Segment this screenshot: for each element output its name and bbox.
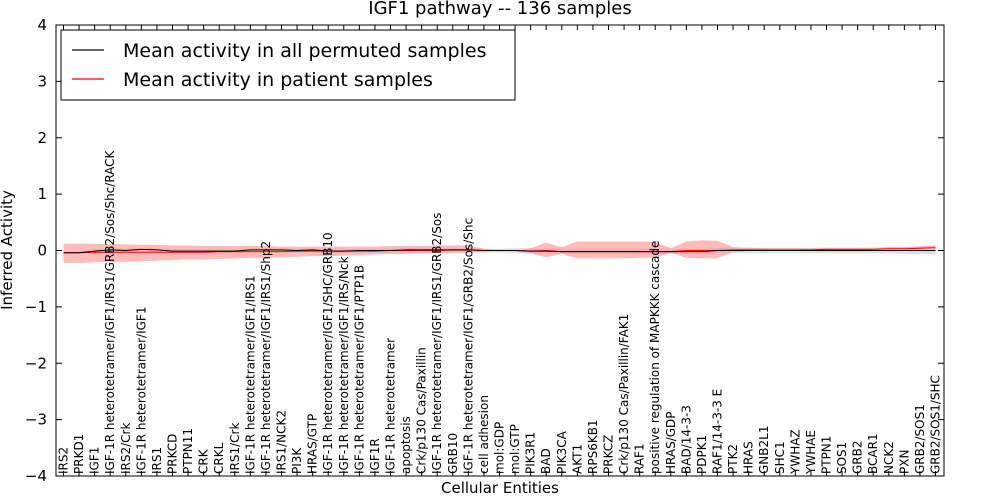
x-category-label: IRS1 <box>150 447 164 474</box>
x-category-label: Crk/p130 Cas/Paxillin <box>415 347 429 474</box>
x-category-label: IGF-1R heterotetramer/IGF1/IRS1 <box>243 275 257 474</box>
series-lines <box>63 247 936 254</box>
x-category-label: IRS1/NCK2 <box>275 410 289 474</box>
y-tick-label: −2 <box>25 354 47 372</box>
x-category-label: IGF1R <box>368 438 382 474</box>
x-category-label: PIK3CA <box>555 430 569 474</box>
x-category-label: BAD/14-3-3 <box>679 405 693 474</box>
x-category-label: PI3K <box>290 447 304 474</box>
x-category-label: PTK2 <box>726 444 740 474</box>
x-category-label: RPS6KB1 <box>586 419 600 474</box>
x-axis-title: Cellular Entities <box>441 479 559 497</box>
x-category-label: IGF-1R heterotetramer/IGF1/IRS/Nck <box>337 256 351 474</box>
x-category-label: YWHAZ <box>788 429 802 475</box>
band-patient <box>63 240 936 263</box>
x-category-label: RAF1/14-3-3 E <box>711 389 725 474</box>
x-category-label: IGF-1R heterotetramer/IGF1/SHC/GRB10 <box>321 232 335 474</box>
x-category-label: IGF-1R heterotetramer/IGF1/IRS1/Shp2 <box>259 241 273 474</box>
x-category-label: apoptosis <box>399 416 413 474</box>
x-category-label: PTPN1 <box>820 436 834 474</box>
legend: Mean activity in all permuted samples Me… <box>60 29 516 101</box>
x-category-label: mol:GDP <box>493 422 507 474</box>
x-category-label: PXN <box>897 450 911 474</box>
legend-box <box>60 29 516 101</box>
x-category-label: IGF-1R heterotetramer/IGF1/GRB2/Sos/Shc <box>461 218 475 474</box>
chart-title: IGF1 pathway -- 136 samples <box>368 0 631 19</box>
x-category-label: CRK <box>197 448 211 474</box>
x-category-label: BAD <box>539 448 553 474</box>
x-category-label: PIK3R1 <box>524 432 538 474</box>
x-category-label: Crk/p130 Cas/Paxillin/FAK1 <box>617 314 631 474</box>
x-category-label: GNB2L1 <box>757 426 771 474</box>
x-category-label: PRKCD <box>166 434 180 474</box>
x-axis: IRS2 PRKD1 IGF1 IGF-1R heterotetramer/IGF1/… <box>57 25 943 476</box>
y-axis-title: Inferred Activity <box>0 190 16 310</box>
x-category-label: GRB2/SOS1 <box>913 404 927 474</box>
x-category-label: IGF1 <box>88 447 102 474</box>
y-tick-label: 2 <box>37 129 47 147</box>
y-axis: −4 −3 −2 −1 0 1 2 3 4 <box>25 16 944 485</box>
y-tick-label: −1 <box>25 298 47 316</box>
x-category-label: PTPN11 <box>181 428 195 474</box>
x-category-label: BCAR1 <box>866 433 880 474</box>
x-category-label: HRAS <box>742 441 756 474</box>
legend-label-patient: Mean activity in patient samples <box>123 69 433 91</box>
y-tick-label: −3 <box>25 411 47 429</box>
x-category-label: PDPK1 <box>695 435 709 474</box>
x-category-label: mol:GTP <box>508 424 522 474</box>
x-category-label: IRS2 <box>57 447 71 474</box>
x-category-label: GRB2/SOS1/SHC <box>929 375 943 474</box>
x-category-label: HRAS/GTP <box>306 414 320 474</box>
x-category-label: GRB10 <box>446 433 460 474</box>
x-category-label: IRS2/Crk <box>119 423 133 474</box>
y-tick-label: 1 <box>37 185 47 203</box>
x-category-label: IGF-1R heterotetramer/IGF1/IRS1/GRB2/Sos… <box>103 149 117 474</box>
x-category-label: SOS1 <box>835 442 849 474</box>
x-category-label: cell adhesion <box>477 395 491 474</box>
x-category-label: PRKCZ <box>602 435 616 474</box>
x-category-label: IGF-1R heterotetramer/IGF1 <box>134 307 148 474</box>
x-category-label: HRAS/GDP <box>664 411 678 474</box>
line-permuted-mean <box>63 248 936 254</box>
y-tick-label: 0 <box>37 242 47 260</box>
x-category-label: IGF-1R heterotetramer/IGF1/PTP1B <box>352 265 366 474</box>
x-category-label: IGF-1R heterotetramer/IGF1/IRS1/GRB2/Sos <box>430 213 444 474</box>
x-category-label: RAF1 <box>633 443 647 474</box>
x-category-label: IRS1/Crk <box>228 423 242 474</box>
legend-label-permuted: Mean activity in all permuted samples <box>123 40 486 62</box>
x-category-label: GRB2 <box>851 440 865 474</box>
x-category-label: IGF-1R heterotetramer <box>384 338 398 474</box>
x-category-label: NCK2 <box>882 441 896 474</box>
y-tick-label: 3 <box>37 72 47 90</box>
x-category-label: CRKL <box>212 442 226 474</box>
x-category-label: YWHAE <box>804 430 818 475</box>
x-category-label: PRKD1 <box>72 434 86 474</box>
x-category-label: AKT1 <box>570 444 584 474</box>
x-category-label: positive regulation of MAPKKK cascade <box>648 241 662 474</box>
y-tick-label: −4 <box>25 467 47 485</box>
y-tick-label: 4 <box>37 16 47 34</box>
x-category-label: SHC1 <box>773 441 787 474</box>
